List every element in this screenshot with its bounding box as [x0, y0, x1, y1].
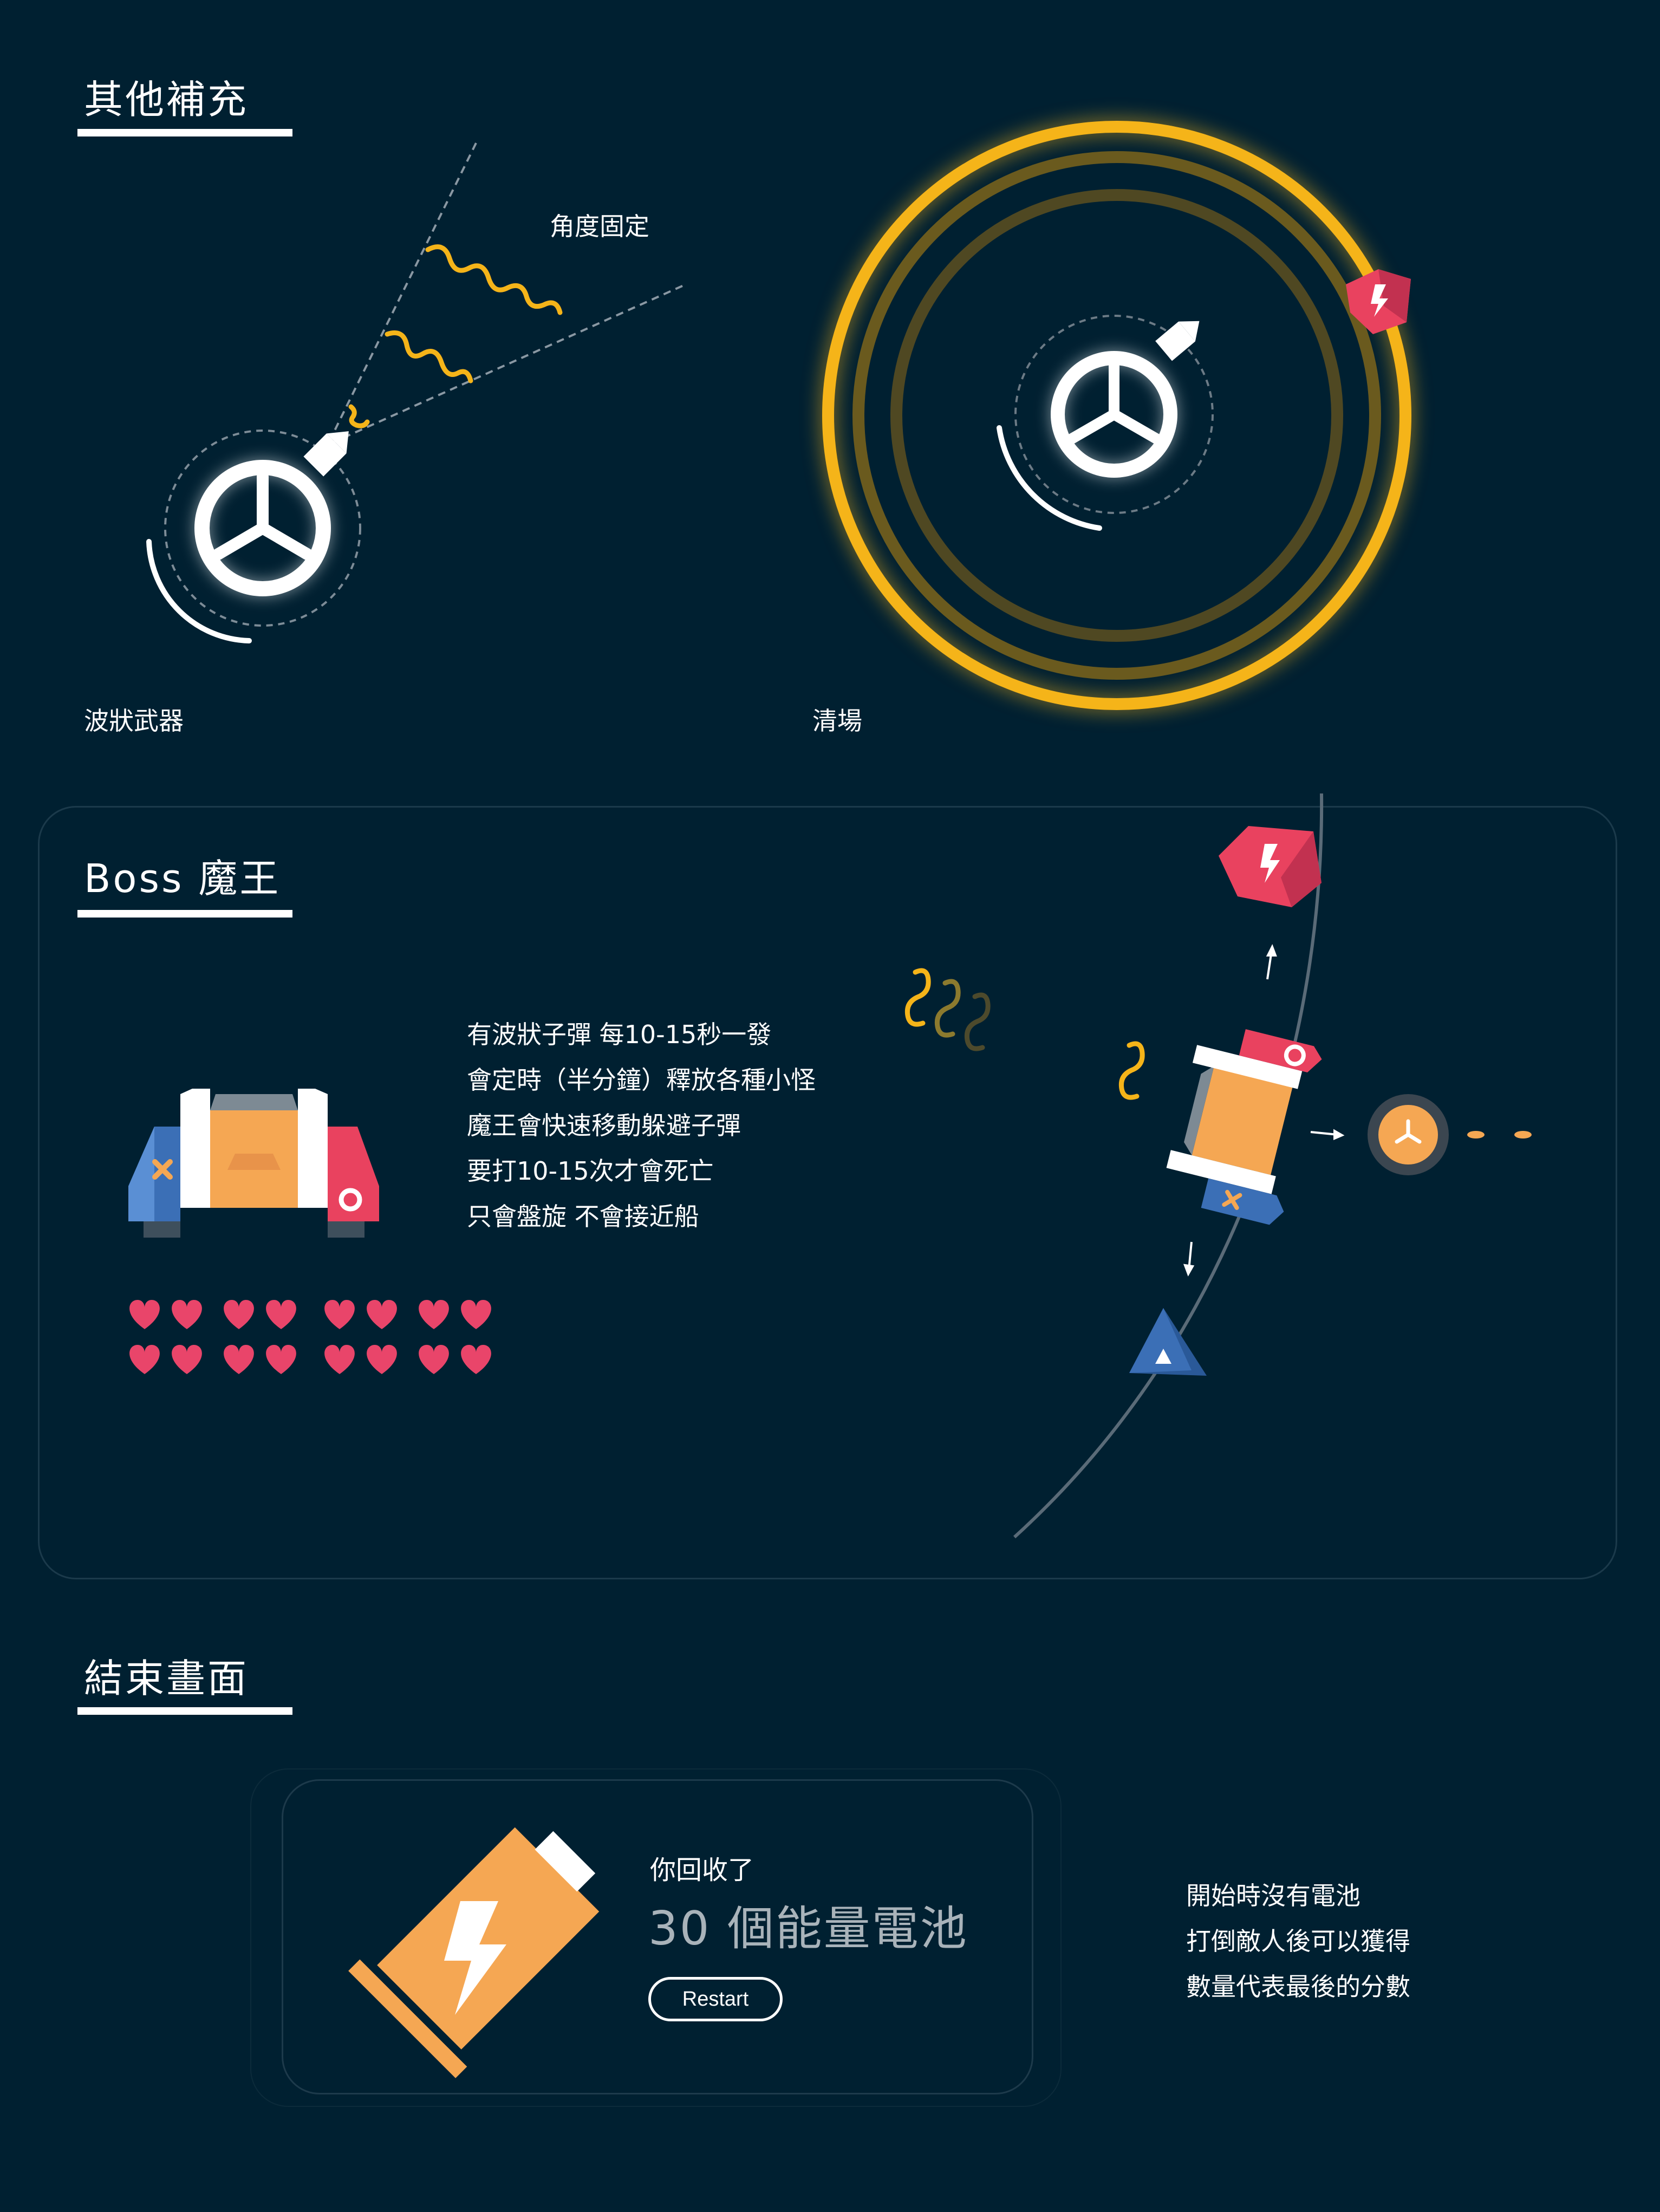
section-title-other: 其他補充 — [84, 77, 249, 122]
ship-icon — [997, 315, 1214, 531]
wave-weapon-illustration — [146, 141, 684, 643]
boss-panel — [38, 806, 1617, 1579]
ending-note-line: 開始時沒有電池 — [1186, 1881, 1360, 1910]
heart-icon — [224, 1345, 254, 1374]
ship-icon — [146, 430, 361, 643]
red-enemy-icon — [1346, 269, 1411, 334]
clear-screen-caption: 清場 — [812, 706, 862, 736]
end-screen-subtitle: 你回收了 — [650, 1855, 754, 1885]
section-title-boss: Boss 魔王 — [84, 856, 281, 901]
heart-icon — [367, 1300, 397, 1329]
battery-icon — [348, 1827, 600, 2078]
boss-description-line: 魔王會快速移動躲避子彈 — [467, 1111, 741, 1140]
boss-icon — [1166, 1029, 1322, 1225]
heart-icon — [172, 1300, 202, 1329]
heart-icon — [129, 1345, 160, 1374]
end-screen-outer-frame — [250, 1768, 1062, 2107]
boss-description-line: 要打10-15次才會死亡 — [467, 1156, 714, 1186]
angle-guide-lines — [328, 141, 684, 444]
ending-notes: 開始時沒有電池 打倒敵人後可以獲得 數量代表最後的分數 — [1186, 1873, 1410, 2009]
ending-note-line: 數量代表最後的分數 — [1186, 1972, 1410, 2001]
boss-sprite — [128, 1089, 379, 1238]
orange-enemy-icon — [1368, 1094, 1532, 1175]
red-enemy-icon — [1219, 826, 1322, 907]
section-title-underline — [77, 1707, 292, 1715]
section-title-underline — [77, 910, 292, 918]
end-screen-card — [282, 1779, 1033, 2094]
heart-icon — [172, 1345, 202, 1374]
heart-icon — [419, 1345, 449, 1374]
heart-icon — [266, 1300, 296, 1329]
heart-icon — [461, 1300, 491, 1329]
blue-enemy-icon — [1129, 1308, 1207, 1376]
boss-description: 有波狀子彈 每10-15秒一發 會定時（半分鐘）釋放各種小怪 魔王會快速移動躲避… — [467, 1012, 816, 1239]
heart-icon — [419, 1300, 449, 1329]
heart-icon — [461, 1345, 491, 1374]
heart-icon — [129, 1300, 160, 1329]
wave-bullet-icon — [904, 968, 1145, 1100]
boss-movement-illustration — [904, 793, 1532, 1539]
wave-bullet-icon — [348, 244, 563, 428]
ending-note-line: 打倒敵人後可以獲得 — [1186, 1927, 1410, 1956]
clear-screen-illustration — [822, 121, 1411, 710]
angle-fixed-label: 角度固定 — [550, 212, 649, 241]
heart-icon — [266, 1345, 296, 1374]
heart-icon — [324, 1300, 355, 1329]
boss-description-line: 會定時（半分鐘）釋放各種小怪 — [467, 1065, 816, 1095]
wave-weapon-caption: 波狀武器 — [84, 706, 184, 736]
boss-health-hearts — [129, 1300, 491, 1374]
boss-description-line: 只會盤旋 不會接近船 — [467, 1202, 699, 1231]
boss-description-line: 有波狀子彈 每10-15秒一發 — [467, 1020, 772, 1049]
heart-icon — [224, 1300, 254, 1329]
section-title-underline — [77, 129, 292, 136]
restart-button[interactable]: Restart — [648, 1977, 783, 2021]
heart-icon — [324, 1345, 355, 1374]
heart-icon — [367, 1345, 397, 1374]
section-title-ending: 結束畫面 — [84, 1656, 249, 1701]
end-screen-battery-count: 30 個能量電池 — [648, 1902, 968, 1956]
